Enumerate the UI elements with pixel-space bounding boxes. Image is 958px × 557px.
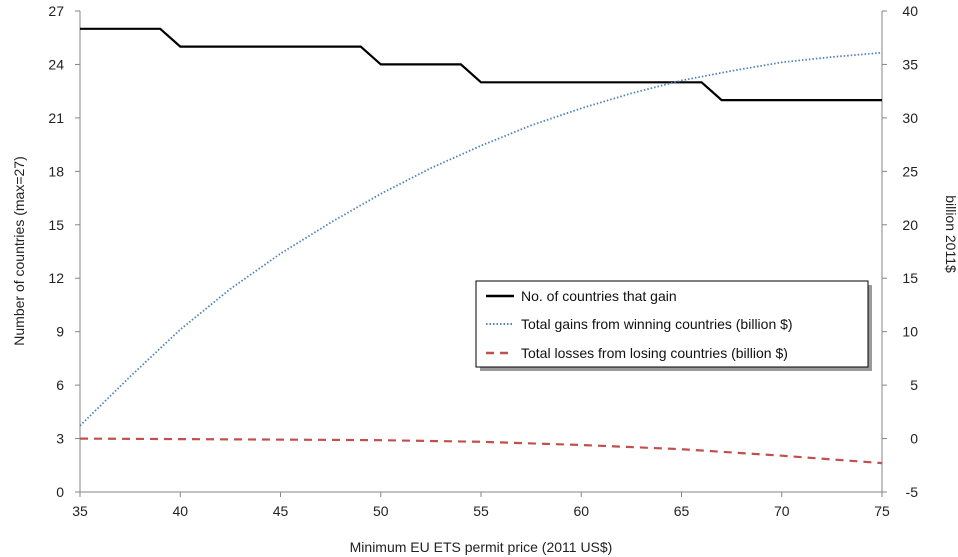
y-right-tick-label: 35 bbox=[902, 56, 918, 72]
y-left-tick-label: 0 bbox=[56, 484, 64, 500]
y-left-tick-label: 15 bbox=[48, 217, 64, 233]
y-left-tick-label: 3 bbox=[56, 431, 64, 447]
x-tick-label: 60 bbox=[573, 503, 589, 519]
x-axis-title: Minimum EU ETS permit price (2011 US$) bbox=[350, 539, 613, 555]
y-left-tick-label: 6 bbox=[56, 377, 64, 393]
x-tick-label: 40 bbox=[172, 503, 188, 519]
x-tick-label: 70 bbox=[774, 503, 790, 519]
y-right-tick-label: 30 bbox=[902, 110, 918, 126]
legend: No. of countries that gain Total gains f… bbox=[475, 280, 872, 371]
y-right-axis-title: billion 2011$ bbox=[943, 195, 958, 273]
legend-label-gains: Total gains from winning countries (bill… bbox=[521, 316, 793, 332]
x-tick-label: 45 bbox=[273, 503, 289, 519]
series-total-losses-line bbox=[79, 437, 883, 465]
x-tick-label: 50 bbox=[373, 503, 389, 519]
y-left-tick-label: 21 bbox=[48, 110, 64, 126]
y-left-tick-label: 9 bbox=[56, 324, 64, 340]
y-right-tick-label: 10 bbox=[902, 324, 918, 340]
x-axis-ticks: 35 40 45 50 55 60 65 70 75 bbox=[72, 492, 890, 519]
x-tick-label: 75 bbox=[874, 503, 890, 519]
y-right-tick-label: 5 bbox=[910, 377, 918, 393]
y-right-tick-label: 15 bbox=[902, 270, 918, 286]
y-left-tick-label: 18 bbox=[48, 163, 64, 179]
legend-box bbox=[475, 280, 869, 368]
y-left-axis-title: Number of countries (max=27) bbox=[11, 156, 27, 345]
y-right-tick-label: 25 bbox=[902, 163, 918, 179]
series-countries-gain-line bbox=[80, 27, 882, 102]
y-left-tick-label: 27 bbox=[48, 3, 64, 19]
y-right-axis-ticks: -5 0 5 10 15 20 25 30 35 40 bbox=[882, 3, 918, 500]
x-tick-label: 55 bbox=[473, 503, 489, 519]
series-layer bbox=[79, 27, 883, 465]
y-right-tick-label: -5 bbox=[906, 484, 919, 500]
y-right-tick-label: 20 bbox=[902, 217, 918, 233]
y-right-tick-label: 0 bbox=[910, 431, 918, 447]
y-left-tick-label: 24 bbox=[48, 56, 64, 72]
y-left-axis-ticks: 0 3 6 9 12 15 18 21 24 27 bbox=[48, 3, 80, 500]
x-tick-label: 65 bbox=[674, 503, 690, 519]
legend-label-losses: Total losses from losing countries (bill… bbox=[521, 345, 788, 361]
y-left-tick-label: 12 bbox=[48, 270, 64, 286]
x-tick-label: 35 bbox=[72, 503, 88, 519]
y-right-tick-label: 40 bbox=[902, 3, 918, 19]
legend-label-countries: No. of countries that gain bbox=[521, 288, 677, 304]
